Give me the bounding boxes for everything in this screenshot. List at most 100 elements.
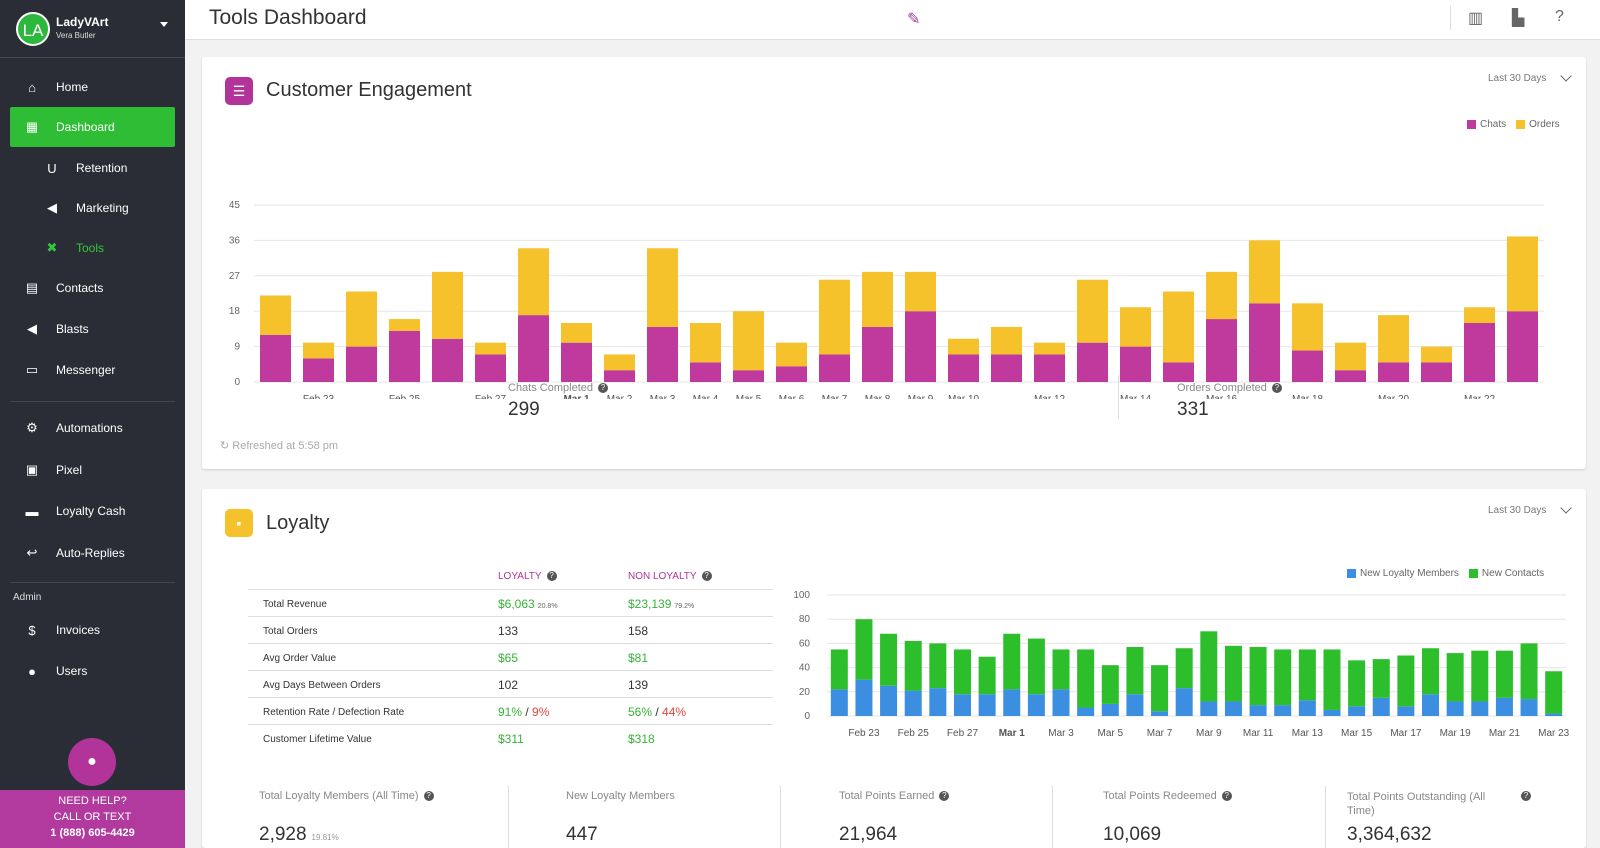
x-tick-label: Feb 27	[475, 394, 507, 399]
x-tick-label: Mar 14	[1120, 394, 1152, 399]
info-icon[interactable]: ?	[598, 383, 608, 394]
bar-chats	[862, 326, 893, 382]
chats-completed-value: 299	[508, 399, 540, 420]
caret-down-icon[interactable]	[160, 22, 168, 27]
info-icon[interactable]: ?	[1521, 791, 1531, 801]
bar-new-contacts	[1175, 648, 1193, 689]
bar-new-contacts	[830, 649, 848, 690]
nav-contacts[interactable]: ▤ Contacts	[10, 268, 175, 308]
chevron-down-icon[interactable]	[1560, 502, 1572, 514]
nav-automations-label: Automations	[56, 421, 123, 435]
x-tick-label: Mar 5	[736, 394, 762, 399]
nav-marketing[interactable]: ◀ Marketing	[10, 188, 175, 228]
bar-new-contacts	[953, 649, 971, 695]
x-tick-label: Mar 17	[1390, 728, 1422, 739]
refreshed-status: ↻ Refreshed at 5:58 pm	[220, 440, 339, 452]
nav-home[interactable]: ⌂ Home	[10, 67, 175, 107]
y-tick-label: 100	[793, 590, 810, 601]
bar-chats	[346, 346, 377, 382]
y-tick-label: 40	[799, 663, 811, 674]
chats-completed-label: Chats Completed?	[508, 382, 608, 394]
bar-new-loyalty-members	[1224, 701, 1242, 716]
info-icon[interactable]: ?	[423, 791, 434, 802]
bar-new-loyalty-members	[1052, 689, 1070, 716]
chat-bubble-button[interactable]: ●	[68, 738, 116, 786]
engagement-chart: 0 9 18 27 36 45 Feb 23 Feb 25 Feb 27 Mar 1 Mar 2 Ma…	[229, 200, 1544, 399]
table-row: Total Orders 133 158	[248, 617, 773, 644]
bar-new-loyalty-members	[1175, 688, 1193, 716]
bar-new-loyalty-members	[1372, 697, 1390, 716]
robot-icon: ⚙	[26, 420, 38, 435]
nav-pixel-label: Pixel	[56, 463, 83, 477]
help-icon[interactable]: ?	[1555, 8, 1564, 25]
bar-chats	[1206, 319, 1237, 382]
x-tick-label: Mar 19	[1440, 728, 1472, 739]
bar-orders	[389, 319, 420, 331]
y-tick-label: 20	[799, 687, 811, 698]
brush-icon[interactable]: ✎	[907, 11, 921, 28]
info-icon[interactable]: ?	[1221, 791, 1232, 802]
info-icon[interactable]: ?	[701, 571, 712, 582]
bar-new-contacts	[1003, 633, 1021, 690]
legend-swatch-chats	[1467, 120, 1476, 129]
nav-blasts[interactable]: ◀ Blasts	[10, 309, 175, 349]
nav-retention[interactable]: U Retention	[10, 148, 175, 188]
loyalty-legend: New Loyalty Members New Contacts	[1347, 568, 1544, 579]
customer-engagement-card: ☰ Customer Engagement Last 30 Days Chats…	[202, 57, 1586, 469]
nav-tools[interactable]: ✖ Tools	[10, 228, 175, 268]
bar-chats	[1378, 362, 1409, 382]
bar-new-contacts	[1151, 665, 1169, 712]
info-icon[interactable]: ?	[939, 791, 950, 802]
bar-orders	[776, 342, 807, 367]
bar-orders	[518, 248, 549, 316]
help-banner[interactable]: NEED HELP? CALL OR TEXT 1 (888) 605-4429	[0, 790, 185, 848]
x-tick-label: Feb 27	[947, 728, 979, 739]
x-tick-label: Mar 3	[650, 394, 676, 399]
bar-new-loyalty-members	[1003, 689, 1021, 716]
bar-chats	[518, 315, 549, 382]
nav-automations[interactable]: ⚙ Automations	[10, 408, 175, 448]
stat-new-loyalty-members-value: 447	[566, 824, 598, 845]
bar-orders	[1421, 346, 1452, 363]
bar-orders	[1378, 315, 1409, 363]
loyalty-range-select[interactable]: Last 30 Days	[1488, 505, 1547, 516]
x-tick-label: Mar 9	[908, 394, 934, 399]
nav-users[interactable]: ● Users	[10, 651, 175, 691]
bar-new-loyalty-members	[1348, 706, 1366, 716]
nav-pixel[interactable]: ▣ Pixel	[10, 450, 175, 490]
info-icon[interactable]: ?	[1271, 383, 1282, 394]
y-tick-label: 9	[234, 342, 240, 353]
non-loyalty-value: 139	[628, 678, 649, 692]
help-line-1: NEED HELP?	[58, 795, 127, 807]
bar-new-loyalty-members	[1249, 705, 1267, 716]
nav-messenger[interactable]: ▭ Messenger	[10, 350, 175, 390]
nav-dashboard[interactable]: ▦ Dashboard	[10, 107, 175, 147]
building-icon[interactable]: ▥	[1468, 10, 1484, 27]
bar-new-contacts	[1126, 647, 1144, 695]
account-switcher[interactable]: LA LadyVArt Vera Butler	[0, 0, 185, 58]
stat-divider	[1052, 786, 1053, 848]
nav-loyalty-cash[interactable]: ▬ Loyalty Cash	[10, 491, 175, 531]
engagement-range-select[interactable]: Last 30 Days	[1488, 73, 1547, 84]
nav-invoices[interactable]: $ Invoices	[10, 610, 175, 650]
bar-orders	[1292, 303, 1323, 351]
table-row: Avg Order Value $65 $81	[248, 644, 773, 671]
chat-bubble-icon: ●	[87, 753, 97, 770]
stat-points-earned-value: 21,964	[839, 824, 898, 845]
y-tick-label: 60	[799, 638, 811, 649]
bar-chats	[776, 366, 807, 382]
bar-new-contacts	[1298, 649, 1316, 701]
bar-new-contacts	[1372, 659, 1390, 698]
chevron-down-icon[interactable]	[1560, 70, 1572, 82]
row-label: Total Revenue	[263, 599, 327, 610]
nav-auto-replies[interactable]: ↩ Auto-Replies	[10, 533, 175, 573]
bar-new-loyalty-members	[880, 685, 898, 716]
non-loyalty-value: $81	[628, 651, 649, 665]
info-icon[interactable]: ?	[546, 571, 557, 582]
y-tick-label: 45	[229, 200, 241, 211]
exit-door-icon[interactable]: ▙	[1512, 10, 1525, 27]
bar-new-loyalty-members	[855, 679, 873, 716]
y-tick-label: 80	[799, 614, 811, 625]
bar-orders	[1163, 291, 1194, 363]
bar-chats	[1292, 350, 1323, 382]
